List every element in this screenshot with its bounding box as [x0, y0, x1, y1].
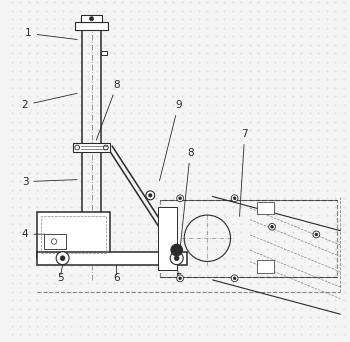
Circle shape — [51, 239, 57, 244]
Circle shape — [269, 223, 275, 230]
Text: 4: 4 — [22, 229, 44, 239]
Circle shape — [177, 195, 183, 202]
Bar — [73, 143, 110, 152]
Bar — [37, 252, 187, 265]
Bar — [75, 22, 108, 30]
Text: 6: 6 — [113, 273, 120, 282]
Circle shape — [233, 197, 236, 200]
Text: 8: 8 — [180, 148, 194, 246]
Circle shape — [171, 244, 182, 256]
Bar — [42, 216, 106, 253]
Text: 3: 3 — [22, 176, 77, 187]
Circle shape — [233, 277, 236, 280]
Circle shape — [313, 231, 320, 238]
Circle shape — [170, 252, 183, 265]
Bar — [44, 234, 66, 249]
Bar — [257, 202, 274, 213]
Circle shape — [174, 256, 179, 261]
Bar — [81, 15, 102, 22]
Text: 9: 9 — [160, 100, 182, 181]
Circle shape — [271, 225, 273, 228]
Circle shape — [231, 195, 238, 202]
Circle shape — [177, 275, 183, 282]
Circle shape — [179, 277, 181, 280]
Circle shape — [231, 275, 238, 282]
Bar — [158, 207, 177, 270]
Text: 5: 5 — [175, 273, 182, 282]
Circle shape — [104, 145, 108, 150]
Bar — [102, 51, 107, 55]
Circle shape — [75, 145, 80, 150]
Circle shape — [149, 194, 152, 197]
Circle shape — [56, 252, 69, 265]
Circle shape — [315, 233, 318, 236]
Text: 8: 8 — [96, 80, 120, 140]
Circle shape — [146, 191, 155, 200]
Bar — [257, 260, 274, 273]
Circle shape — [90, 17, 93, 21]
Bar — [37, 212, 110, 258]
Bar — [160, 200, 337, 277]
Text: 7: 7 — [239, 129, 248, 216]
Circle shape — [60, 256, 65, 261]
Circle shape — [179, 197, 181, 200]
Text: 1: 1 — [25, 28, 77, 40]
Text: 5: 5 — [58, 273, 64, 282]
Text: 2: 2 — [22, 93, 77, 110]
